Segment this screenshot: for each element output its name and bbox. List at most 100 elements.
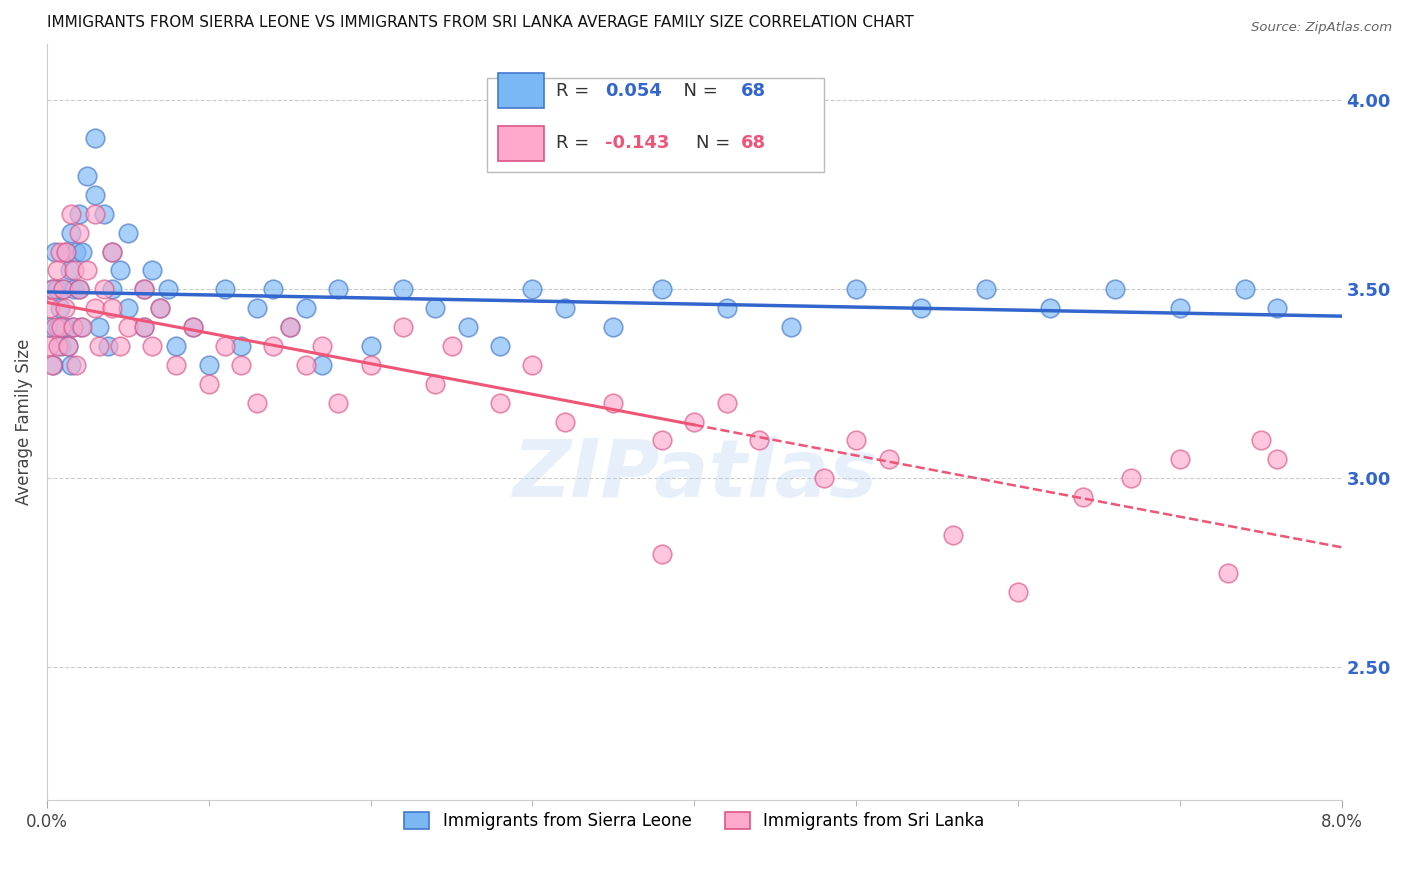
Point bbox=[39, 320, 62, 334]
Point bbox=[554, 301, 576, 316]
Legend: Immigrants from Sierra Leone, Immigrants from Sri Lanka: Immigrants from Sierra Leone, Immigrants… bbox=[398, 805, 991, 837]
Point bbox=[651, 547, 673, 561]
Point bbox=[39, 301, 62, 316]
Point bbox=[41, 358, 63, 372]
Point bbox=[311, 358, 333, 372]
Point bbox=[974, 282, 997, 296]
Point bbox=[328, 395, 350, 409]
Point bbox=[392, 320, 415, 334]
Point bbox=[132, 282, 155, 296]
FancyBboxPatch shape bbox=[486, 78, 824, 172]
Point bbox=[56, 339, 79, 353]
Point bbox=[845, 282, 868, 296]
Point bbox=[67, 207, 90, 221]
Point bbox=[60, 207, 83, 221]
Point bbox=[45, 263, 67, 277]
Point bbox=[214, 282, 236, 296]
Point bbox=[65, 244, 87, 259]
Point bbox=[60, 358, 83, 372]
Point bbox=[141, 339, 163, 353]
Point bbox=[780, 320, 803, 334]
Point bbox=[53, 320, 76, 334]
Point bbox=[748, 434, 770, 448]
Point bbox=[100, 244, 122, 259]
Point bbox=[97, 339, 120, 353]
Point bbox=[522, 282, 544, 296]
Point bbox=[84, 301, 107, 316]
Point bbox=[93, 207, 115, 221]
Point bbox=[278, 320, 301, 334]
Point bbox=[42, 282, 65, 296]
Point bbox=[328, 282, 350, 296]
Point bbox=[100, 282, 122, 296]
Point bbox=[72, 320, 94, 334]
Point bbox=[246, 301, 269, 316]
Point bbox=[63, 263, 86, 277]
Point bbox=[1218, 566, 1240, 580]
Point bbox=[522, 358, 544, 372]
Point bbox=[651, 434, 673, 448]
Point bbox=[100, 301, 122, 316]
Point bbox=[55, 244, 77, 259]
Point bbox=[46, 339, 69, 353]
Point bbox=[489, 395, 512, 409]
Point bbox=[84, 131, 107, 145]
Point bbox=[157, 282, 180, 296]
Point bbox=[84, 207, 107, 221]
Point bbox=[63, 282, 86, 296]
Point bbox=[44, 320, 66, 334]
Text: -0.143: -0.143 bbox=[605, 135, 669, 153]
Point bbox=[55, 244, 77, 259]
Point bbox=[45, 282, 67, 296]
Text: ZIPatlas: ZIPatlas bbox=[512, 435, 877, 514]
Point bbox=[62, 320, 84, 334]
Point bbox=[457, 320, 479, 334]
Point bbox=[942, 528, 965, 542]
Point bbox=[58, 263, 80, 277]
Point bbox=[1168, 301, 1191, 316]
Point bbox=[845, 434, 868, 448]
Point bbox=[42, 358, 65, 372]
Text: Source: ZipAtlas.com: Source: ZipAtlas.com bbox=[1251, 21, 1392, 34]
Point bbox=[1265, 452, 1288, 467]
Point bbox=[132, 320, 155, 334]
Point bbox=[813, 471, 835, 485]
Point bbox=[683, 415, 706, 429]
Point bbox=[65, 358, 87, 372]
Point bbox=[651, 282, 673, 296]
Point bbox=[60, 226, 83, 240]
Point bbox=[76, 169, 98, 183]
Point bbox=[910, 301, 932, 316]
Point bbox=[1233, 282, 1256, 296]
Text: N =: N = bbox=[696, 135, 735, 153]
Point bbox=[295, 301, 318, 316]
Point bbox=[1071, 490, 1094, 504]
Point bbox=[67, 282, 90, 296]
Point bbox=[263, 339, 285, 353]
Point bbox=[165, 358, 187, 372]
Text: IMMIGRANTS FROM SIERRA LEONE VS IMMIGRANTS FROM SRI LANKA AVERAGE FAMILY SIZE CO: IMMIGRANTS FROM SIERRA LEONE VS IMMIGRAN… bbox=[46, 15, 914, 30]
Point bbox=[52, 282, 75, 296]
Text: 68: 68 bbox=[741, 81, 766, 100]
Point bbox=[62, 320, 84, 334]
Point bbox=[51, 320, 73, 334]
Point bbox=[229, 339, 252, 353]
Point bbox=[67, 226, 90, 240]
Y-axis label: Average Family Size: Average Family Size bbox=[15, 338, 32, 505]
FancyBboxPatch shape bbox=[498, 73, 544, 108]
Point bbox=[53, 301, 76, 316]
Point bbox=[425, 301, 447, 316]
Point bbox=[1250, 434, 1272, 448]
Point bbox=[84, 187, 107, 202]
Point bbox=[181, 320, 204, 334]
Point bbox=[100, 244, 122, 259]
Point bbox=[602, 320, 624, 334]
Point bbox=[67, 282, 90, 296]
Point bbox=[149, 301, 172, 316]
Text: N =: N = bbox=[672, 81, 724, 100]
Point bbox=[229, 358, 252, 372]
Point bbox=[295, 358, 318, 372]
Point bbox=[440, 339, 463, 353]
Point bbox=[181, 320, 204, 334]
Point bbox=[425, 376, 447, 391]
